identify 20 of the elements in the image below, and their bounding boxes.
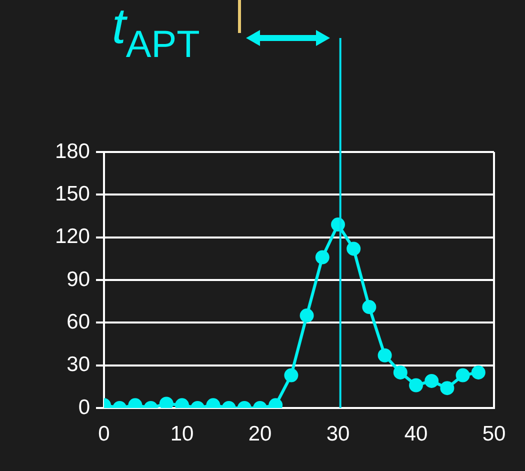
x-tick-label: 10 <box>170 422 194 446</box>
x-tick-label: 50 <box>482 422 506 446</box>
y-tick-label: 90 <box>66 268 90 291</box>
point <box>346 242 361 256</box>
x-tick-label: 20 <box>248 422 272 446</box>
point <box>315 250 330 264</box>
text: t$_{APT}$ <box>112 0 200 68</box>
point <box>159 396 174 408</box>
x-tick-label: 40 <box>404 422 428 446</box>
y-tick-label: 120 <box>54 225 90 248</box>
point <box>362 300 376 314</box>
x-tick-label: 0 <box>98 422 110 446</box>
point <box>300 308 314 323</box>
y-tick-label: 150 <box>54 182 90 206</box>
y-tick-label: 30 <box>66 353 90 376</box>
x-tick-label: 30 <box>326 422 350 446</box>
y-tick-label: 60 <box>66 310 90 334</box>
point <box>378 348 392 362</box>
y-tick-label: 180 <box>54 140 90 163</box>
y-tick-label: 0 <box>78 396 90 419</box>
